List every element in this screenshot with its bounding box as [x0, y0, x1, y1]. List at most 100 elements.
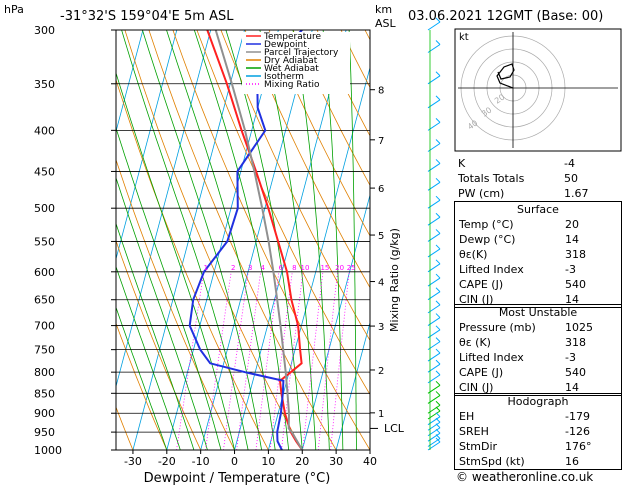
wind-barb — [427, 21, 441, 31]
plot-frame — [115, 29, 371, 451]
pressure-tick-label: 600 — [34, 266, 55, 279]
index-table: K -4 Totals Totals 50 PW (cm) 1.67 — [454, 156, 620, 201]
temp-tick-label: 40 — [363, 455, 377, 468]
temperature-tick-labels: -30 -20 -10 0 10 20 30 40 — [124, 450, 377, 468]
km-tick-label: 8 — [378, 86, 384, 97]
wind-barb-flag — [435, 391, 441, 396]
km-tick-label: 6 — [378, 184, 384, 195]
dry-adiabat — [244, 30, 370, 289]
km-tick-label: 3 — [378, 322, 384, 333]
temp-tick-label: -10 — [192, 455, 210, 468]
wind-barb-flag — [435, 380, 441, 386]
wind-barb-flag — [435, 437, 441, 443]
mixing-ratio-label: 1 — [204, 264, 208, 272]
hodograph-box: Hodograph EH -179 SREH -126 StmDir 176° Stm… — [454, 393, 622, 470]
isotherm-30 — [335, 320, 370, 450]
wind-barb-flag — [435, 273, 441, 279]
pressure-tick-label: 350 — [34, 78, 55, 91]
wind-barb-flag — [435, 287, 441, 293]
temp-tick-label: -20 — [158, 455, 176, 468]
pressure-tick-label: 550 — [34, 235, 55, 248]
series-dewpoint — [188, 30, 303, 450]
wind-barb-flag — [435, 71, 441, 77]
mixing-ratio-label: 4 — [260, 264, 265, 272]
wind-barb-flag — [435, 229, 441, 234]
isotherm--30 — [132, 30, 245, 450]
mixing-ratio-label: 2 — [231, 264, 235, 272]
lcl-label: LCL — [384, 422, 405, 435]
surface-title: Surface — [517, 203, 559, 216]
hodo-row: EH -179 — [459, 410, 590, 423]
legend-label: Parcel Trajectory — [264, 48, 339, 58]
wind-barb-flag — [435, 300, 441, 306]
legend-box — [242, 32, 350, 94]
hodograph-frame — [454, 28, 622, 152]
wind-barb-flag — [435, 423, 441, 429]
mixing-ratio-lines — [176, 271, 350, 450]
hodo-row: SREH -126 — [459, 425, 590, 438]
wind-barb-flag — [435, 259, 441, 265]
wind-barb-flag — [435, 417, 441, 423]
wind-barb-flag — [435, 325, 441, 331]
wind-barb-flag — [435, 370, 441, 376]
wind-barb-flag — [435, 40, 441, 45]
wind-barb-flag — [435, 244, 441, 250]
series-parcel-trajectory — [214, 30, 304, 450]
pressure-tick-labels: 300 350 400 450 500 550 600 650 700 750 800 850 900 9… — [34, 24, 116, 457]
wind-barb-flag — [435, 434, 441, 439]
datetime-label: 03.06.2021 12GMT (Base: 00) — [408, 9, 603, 24]
legend-label: Dewpoint — [264, 40, 307, 50]
km-tick-labels: 8 7 6 5 4 3 2 1 — [370, 86, 384, 429]
wind-barb-flag — [435, 412, 441, 418]
mixing-ratio-label: 20 — [335, 264, 344, 272]
wind-barb-flag — [435, 95, 441, 101]
pressure-tick-label: 500 — [34, 202, 55, 215]
wind-barb-flag — [435, 195, 441, 201]
wind-barb-flag — [435, 400, 441, 406]
dry-adiabat — [116, 406, 134, 450]
wind-barb-flag — [435, 406, 441, 412]
pressure-tick-label: 800 — [34, 366, 55, 379]
mixing-ratio-axis-title: Mixing Ratio (g/kg) — [388, 228, 401, 332]
most-unstable-title: Most Unstable — [498, 306, 578, 319]
hodo-row: StmSpd (kt) 16 — [459, 455, 579, 468]
wind-barb-flag — [435, 313, 441, 318]
hodograph-trace — [496, 63, 515, 89]
index-row-k: K -4 — [458, 157, 575, 170]
mu-row: CAPE (J) 540 — [459, 366, 586, 379]
legend-label: Temperature — [263, 32, 321, 42]
pressure-tick-label: 650 — [34, 294, 55, 307]
temp-tick-label: 10 — [261, 455, 275, 468]
mu-row: CIN (J) 14 — [459, 381, 579, 394]
isotherm--40 — [116, 30, 212, 388]
wind-barb-column — [427, 17, 441, 451]
isotherm--100 — [0, 30, 7, 450]
surface-row: CIN (J) 14 — [459, 293, 579, 306]
mu-row: Pressure (mb) 1025 — [459, 321, 593, 334]
index-row-totals: Totals Totals 50 — [458, 172, 578, 185]
hodograph-kt-label: kt — [459, 32, 469, 43]
mixing-ratio-label: 15 — [320, 264, 329, 272]
wind-barb-flag — [435, 139, 441, 144]
mu-row: θε (K) 318 — [459, 336, 586, 349]
skewt-plot-area: 3003504004505005506006507007508008509009… — [0, 24, 384, 468]
hodograph-title: Hodograph — [507, 395, 569, 408]
dry-adiabat — [292, 30, 370, 187]
index-row-pw: PW (cm) 1.67 — [458, 187, 589, 200]
isotherm--50 — [116, 30, 178, 261]
series-temperature — [206, 30, 304, 450]
surface-row: θε(K) 318 — [459, 248, 586, 261]
dry-adiabat — [116, 239, 202, 450]
wind-barb-flag — [435, 17, 441, 23]
temp-tick-label: 30 — [329, 455, 343, 468]
pressure-tick-label: 700 — [34, 320, 55, 333]
mixing-ratio-label: 8 — [292, 264, 296, 272]
dry-adiabat — [116, 322, 168, 450]
hpa-label: hPa — [4, 3, 24, 16]
wind-barb-flag — [435, 159, 441, 164]
temp-tick-label: 0 — [231, 455, 238, 468]
surface-row: Temp (°C) 20 — [459, 218, 579, 231]
pressure-tick-label: 300 — [34, 24, 55, 37]
km-label: km — [375, 3, 392, 16]
